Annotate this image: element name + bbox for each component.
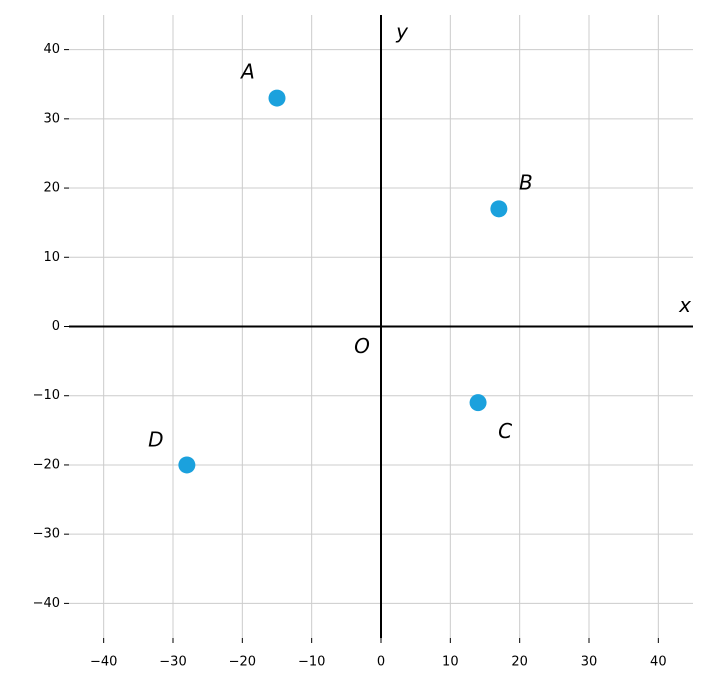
x-tick-label: 10 <box>442 655 459 670</box>
x-tick-label: −30 <box>159 655 186 670</box>
point <box>178 456 196 474</box>
y-tick-label: −20 <box>33 457 60 472</box>
x-tick-label: 40 <box>650 655 667 670</box>
point <box>469 394 487 412</box>
point-label: C <box>498 419 512 443</box>
y-tick-label: −30 <box>33 527 60 542</box>
y-tick-label: 30 <box>43 111 60 126</box>
point-label: A <box>239 60 255 84</box>
point <box>268 89 286 107</box>
x-axis-label: x <box>678 293 691 317</box>
point-label: B <box>519 170 533 194</box>
y-axis-label: y <box>395 20 409 44</box>
x-tick-label: −20 <box>229 655 256 670</box>
point-label: D <box>148 427 163 451</box>
y-tick-label: 0 <box>52 319 60 334</box>
y-tick-label: −40 <box>33 596 60 611</box>
point <box>490 200 508 218</box>
x-tick-label: 20 <box>511 655 528 670</box>
y-tick-label: 10 <box>43 250 60 265</box>
origin-label: O <box>354 334 370 358</box>
x-tick-label: 0 <box>377 655 385 670</box>
y-tick-label: 20 <box>43 181 60 196</box>
y-tick-label: −10 <box>33 388 60 403</box>
x-tick-label: 30 <box>581 655 598 670</box>
y-tick-label: 40 <box>43 42 60 57</box>
x-tick-label: −10 <box>298 655 325 670</box>
x-tick-label: −40 <box>90 655 117 670</box>
